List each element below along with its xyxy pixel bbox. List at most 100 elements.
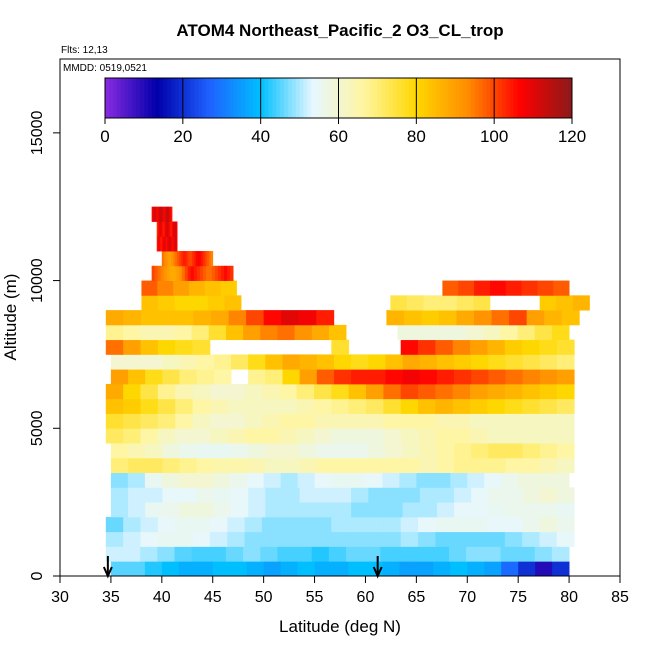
heat-cell — [383, 531, 402, 547]
heat-cell — [348, 516, 367, 533]
heat-cell — [261, 428, 280, 444]
heat-cell — [454, 354, 472, 370]
colorbar-segment — [560, 78, 565, 118]
heat-cell — [294, 324, 313, 341]
heat-cell — [163, 221, 165, 237]
heat-cell — [166, 206, 168, 222]
colorbar-segment — [517, 78, 522, 118]
heat-cell — [157, 236, 159, 252]
heat-cell — [128, 487, 146, 503]
heat-cell — [231, 502, 249, 518]
heat-cell — [213, 443, 232, 459]
colorbar-segment — [564, 78, 569, 118]
colorbar-segment — [159, 78, 164, 118]
heat-cell — [168, 221, 170, 237]
heat-cell — [156, 221, 158, 237]
heat-cell — [248, 487, 266, 503]
heat-cell — [539, 428, 558, 444]
heat-cell — [282, 487, 301, 503]
heat-cell — [123, 428, 141, 444]
heat-cell — [539, 369, 558, 385]
heat-cell — [421, 310, 440, 326]
heat-cell — [436, 443, 455, 459]
heat-cell — [210, 251, 214, 267]
heat-cell — [556, 428, 575, 444]
heat-cell — [386, 310, 405, 326]
colorbar-segment — [202, 78, 207, 118]
heat-cell — [128, 502, 146, 518]
x-axis: 30 35 40 45 50 55 60 65 70 75 80 85 — [51, 576, 629, 606]
heat-cell — [175, 236, 177, 252]
heat-cell — [470, 339, 488, 355]
heat-cell — [299, 354, 318, 370]
heat-cell — [260, 324, 278, 341]
heat-band — [110, 369, 575, 385]
heat-cell — [105, 310, 124, 326]
heat-cell — [244, 516, 263, 533]
heat-cell — [246, 310, 265, 326]
heat-cell — [522, 369, 541, 385]
heat-cell — [331, 413, 350, 429]
colorbar-segment — [439, 78, 445, 118]
heat-cell — [123, 339, 141, 355]
heat-cell — [509, 310, 528, 326]
heat-cell — [154, 265, 159, 281]
colorbar-segment — [447, 78, 452, 118]
heat-cell — [162, 354, 180, 370]
colorbar-segment — [326, 78, 332, 118]
heat-cell — [231, 487, 249, 503]
heat-cell — [173, 280, 190, 296]
colorbar-segment — [420, 78, 425, 118]
heat-band — [110, 354, 575, 370]
heat-cell — [452, 413, 471, 429]
heat-cell — [175, 383, 193, 400]
heat-cell — [152, 206, 154, 222]
heat-cell — [224, 295, 242, 311]
heat-cell — [246, 561, 265, 577]
heat-cell — [175, 339, 193, 355]
heat-cell — [145, 502, 163, 518]
heat-cell — [416, 472, 434, 488]
heat-cell — [504, 516, 523, 533]
heat-cell — [435, 339, 454, 355]
colorbar-segment — [264, 78, 269, 118]
heat-cell — [487, 339, 506, 355]
heat-cell — [174, 295, 192, 311]
heat-cell — [487, 398, 506, 414]
colorbar-segment — [392, 78, 398, 118]
x-tick-label: 45 — [204, 589, 222, 606]
heat-cell — [165, 221, 167, 237]
heat-cell — [556, 516, 575, 533]
heat-cell — [176, 251, 180, 267]
heat-cell — [127, 561, 146, 577]
heat-cell — [366, 531, 384, 547]
colorbar-segment — [194, 78, 199, 118]
heat-cell — [195, 561, 214, 577]
heat-cell — [474, 310, 492, 326]
heat-cell — [145, 369, 163, 385]
colorbar-segment — [210, 78, 215, 118]
heat-cell — [471, 487, 489, 503]
colorbar-segment — [404, 78, 410, 118]
heat-cell — [488, 354, 506, 370]
heat-cell — [190, 265, 195, 281]
chart-title: ATOM4 Northeast_Pacific_2 O3_CL_trop — [176, 21, 503, 40]
heat-cell — [159, 221, 161, 237]
heat-cell — [188, 251, 191, 267]
x-tick-label: 70 — [458, 589, 476, 606]
heat-cell — [419, 443, 438, 459]
heat-cell — [436, 354, 455, 370]
colorbar-segment — [233, 78, 238, 118]
heat-cell — [456, 295, 474, 311]
heat-cell — [346, 546, 364, 562]
heat-cell — [435, 516, 454, 533]
heat-cell — [402, 457, 421, 473]
heat-cell — [162, 457, 180, 473]
heat-cell — [557, 354, 575, 370]
heat-cell — [161, 236, 163, 252]
heat-cell — [450, 561, 468, 577]
heat-cell — [501, 561, 519, 577]
heat-cell — [157, 531, 176, 547]
heat-cell — [487, 413, 506, 429]
heat-cell — [282, 354, 301, 370]
